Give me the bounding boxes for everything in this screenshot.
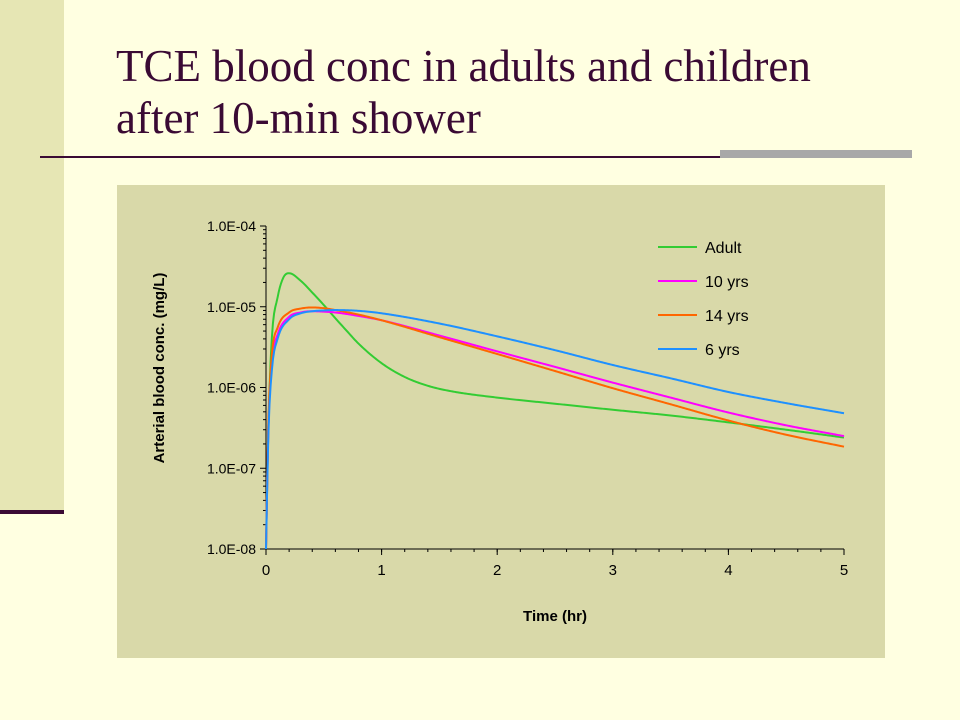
x-tick-label: 1 [377,562,385,579]
legend-label-10-yrs: 10 yrs [705,274,749,291]
chart-container: 1.0E-08 1.0E-07 1.0E-06 1.0E-05 1.0E-04 0 1 2 3 4… [117,185,885,658]
y-tick-label: 1.0E-06 [207,380,256,396]
left-decor-bar [0,0,64,512]
plot-background [117,185,885,658]
slide-title: TCE blood conc in adults and children af… [116,40,936,144]
legend-label-adult: Adult [705,240,742,257]
y-tick-label: 1.0E-04 [207,218,256,234]
x-tick-label: 5 [840,562,848,579]
x-tick-label: 3 [609,562,617,579]
title-line-1: TCE blood conc in adults and children [116,41,811,91]
series-line-14-yrs [265,306,845,550]
x-axis-label: Time (hr) [523,608,587,625]
legend-label-14-yrs: 14 yrs [705,308,749,325]
left-decor-underline [0,510,64,514]
y-tick-label: 1.0E-07 [207,460,256,476]
x-tick-label: 0 [262,562,270,579]
title-rule-accent [720,150,912,158]
series-line-10-yrs [265,310,845,550]
title-rule [40,156,912,158]
y-axis-label: Arterial blood conc. (mg/L) [151,273,168,464]
series-line-6-yrs [265,309,845,550]
title-line-2: after 10-min shower [116,93,481,143]
line-chart: 1.0E-08 1.0E-07 1.0E-06 1.0E-05 1.0E-04 0 1 2 3 4… [117,185,885,658]
y-tick-label: 1.0E-08 [207,541,256,557]
x-tick-label: 4 [724,562,732,579]
x-tick-label: 2 [493,562,501,579]
legend-label-6-yrs: 6 yrs [705,342,740,359]
y-tick-label: 1.0E-05 [207,299,256,315]
